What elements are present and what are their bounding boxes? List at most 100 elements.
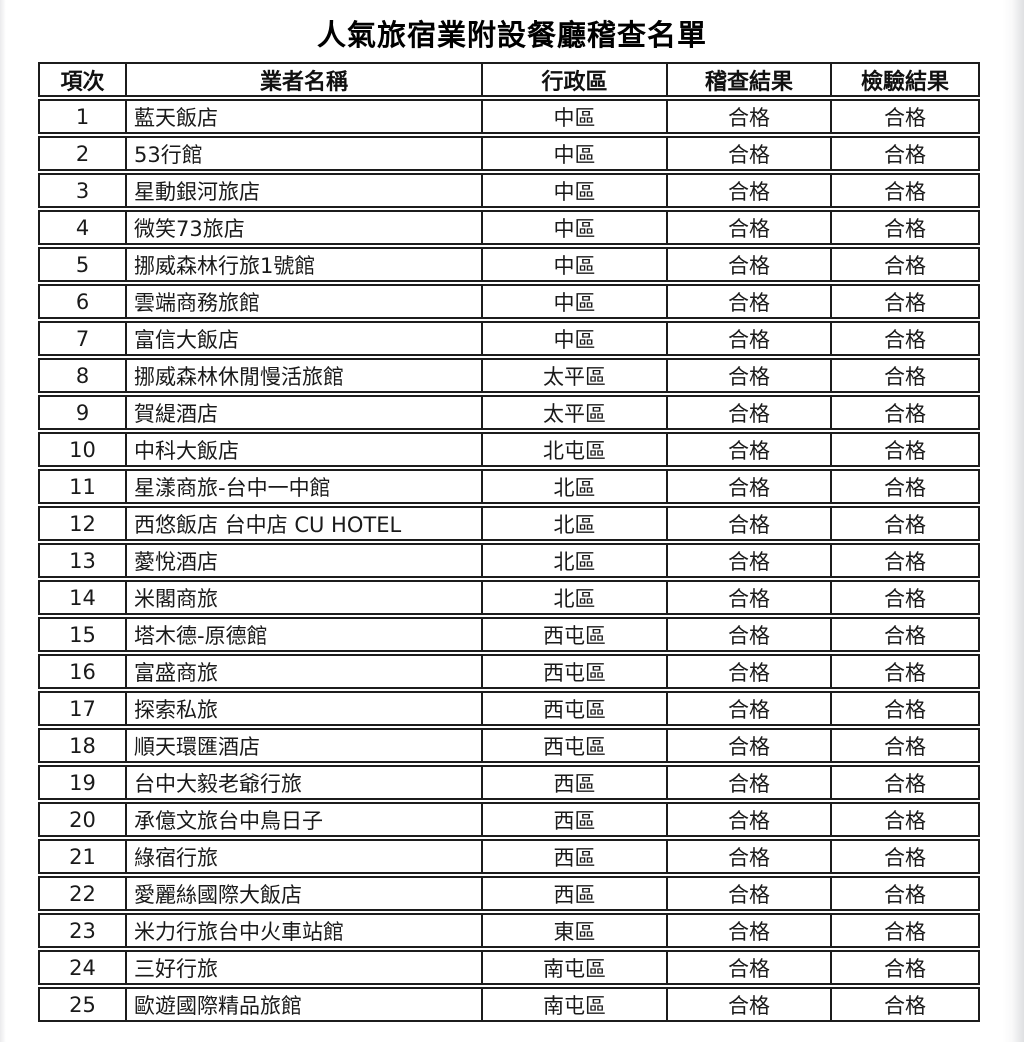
table-row: 2 53行館 中區 合格 合格 xyxy=(38,136,980,171)
cell-inspection-result: 合格 xyxy=(666,175,830,206)
cell-district: 中區 xyxy=(481,101,666,132)
table-row: 10 中科大飯店 北屯區 合格 合格 xyxy=(38,432,980,467)
header-business-name: 業者名稱 xyxy=(125,64,481,95)
cell-test-result: 合格 xyxy=(830,915,978,946)
cell-test-result: 合格 xyxy=(830,434,978,465)
table-row: 1 藍天飯店 中區 合格 合格 xyxy=(38,99,980,134)
cell-index: 1 xyxy=(75,104,90,129)
cell-test-result: 合格 xyxy=(830,360,978,391)
table-body: 1 藍天飯店 中區 合格 合格 2 53行館 中區 合格 合格 3 星動銀河旅店… xyxy=(38,99,980,1022)
cell-index: 15 xyxy=(69,622,96,647)
cell-inspection-result: 合格 xyxy=(666,656,830,687)
cell-district: 中區 xyxy=(481,323,666,354)
cell-index: 3 xyxy=(75,178,90,203)
cell-index: 12 xyxy=(69,511,96,536)
cell-inspection-result: 合格 xyxy=(666,878,830,909)
cell-test-result: 合格 xyxy=(830,841,978,872)
cell-district: 中區 xyxy=(481,286,666,317)
cell-business-name: 微笑73旅店 xyxy=(125,212,481,243)
header-test-result: 檢驗結果 xyxy=(830,64,978,95)
table-row: 16 富盛商旅 西屯區 合格 合格 xyxy=(38,654,980,689)
cell-index: 9 xyxy=(75,400,90,425)
cell-district: 東區 xyxy=(481,915,666,946)
table-row: 25 歐遊國際精品旅館 南屯區 合格 合格 xyxy=(38,987,980,1022)
cell-business-name: 薆悅酒店 xyxy=(125,545,481,576)
table-row: 21 綠宿行旅 西區 合格 合格 xyxy=(38,839,980,874)
table-row: 15 塔木德-原德館 西屯區 合格 合格 xyxy=(38,617,980,652)
cell-inspection-result: 合格 xyxy=(666,471,830,502)
cell-test-result: 合格 xyxy=(830,175,978,206)
table-row: 9 賀緹酒店 太平區 合格 合格 xyxy=(38,395,980,430)
cell-inspection-result: 合格 xyxy=(666,508,830,539)
cell-business-name: 米閣商旅 xyxy=(125,582,481,613)
table-row: 23 米力行旅台中火車站館 東區 合格 合格 xyxy=(38,913,980,948)
cell-index: 17 xyxy=(69,696,96,721)
cell-business-name: 台中大毅老爺行旅 xyxy=(125,767,481,798)
cell-index: 19 xyxy=(69,770,96,795)
cell-inspection-result: 合格 xyxy=(666,138,830,169)
table-row: 19 台中大毅老爺行旅 西區 合格 合格 xyxy=(38,765,980,800)
cell-index: 20 xyxy=(69,807,96,832)
cell-index: 21 xyxy=(69,844,96,869)
cell-business-name: 西悠飯店 台中店 CU HOTEL xyxy=(125,508,481,539)
table-row: 20 承億文旅台中鳥日子 西區 合格 合格 xyxy=(38,802,980,837)
page-title: 人氣旅宿業附設餐廳稽查名單 xyxy=(316,18,707,52)
cell-inspection-result: 合格 xyxy=(666,693,830,724)
cell-business-name: 富盛商旅 xyxy=(125,656,481,687)
cell-test-result: 合格 xyxy=(830,656,978,687)
cell-business-name: 雲端商務旅館 xyxy=(125,286,481,317)
cell-district: 太平區 xyxy=(481,360,666,391)
table-row: 12 西悠飯店 台中店 CU HOTEL 北區 合格 合格 xyxy=(38,506,980,541)
table-row: 18 順天環匯酒店 西屯區 合格 合格 xyxy=(38,728,980,763)
cell-business-name: 歐遊國際精品旅館 xyxy=(125,989,481,1020)
cell-business-name: 順天環匯酒店 xyxy=(125,730,481,761)
table-header-row: 項次 業者名稱 行政區 稽查結果 檢驗結果 xyxy=(38,62,980,97)
cell-business-name: 藍天飯店 xyxy=(125,101,481,132)
cell-inspection-result: 合格 xyxy=(666,323,830,354)
table-row: 24 三好行旅 南屯區 合格 合格 xyxy=(38,950,980,985)
cell-test-result: 合格 xyxy=(830,619,978,650)
cell-test-result: 合格 xyxy=(830,767,978,798)
cell-business-name: 53行館 xyxy=(125,138,481,169)
cell-district: 北區 xyxy=(481,582,666,613)
cell-district: 西區 xyxy=(481,767,666,798)
cell-test-result: 合格 xyxy=(830,693,978,724)
cell-district: 中區 xyxy=(481,138,666,169)
cell-inspection-result: 合格 xyxy=(666,360,830,391)
table-row: 13 薆悅酒店 北區 合格 合格 xyxy=(38,543,980,578)
cell-index: 11 xyxy=(69,474,96,499)
cell-district: 中區 xyxy=(481,212,666,243)
cell-district: 西屯區 xyxy=(481,693,666,724)
cell-business-name: 探索私旅 xyxy=(125,693,481,724)
cell-business-name: 賀緹酒店 xyxy=(125,397,481,428)
cell-index: 16 xyxy=(69,659,96,684)
cell-district: 西屯區 xyxy=(481,656,666,687)
cell-inspection-result: 合格 xyxy=(666,804,830,835)
cell-index: 10 xyxy=(69,437,96,462)
cell-test-result: 合格 xyxy=(830,952,978,983)
header-district: 行政區 xyxy=(481,64,666,95)
cell-business-name: 星動銀河旅店 xyxy=(125,175,481,206)
cell-business-name: 承億文旅台中鳥日子 xyxy=(125,804,481,835)
cell-district: 中區 xyxy=(481,175,666,206)
cell-inspection-result: 合格 xyxy=(666,582,830,613)
cell-inspection-result: 合格 xyxy=(666,619,830,650)
cell-test-result: 合格 xyxy=(830,397,978,428)
cell-business-name: 挪威森林休閒慢活旅館 xyxy=(125,360,481,391)
cell-test-result: 合格 xyxy=(830,878,978,909)
cell-test-result: 合格 xyxy=(830,582,978,613)
cell-index: 6 xyxy=(75,289,90,314)
cell-test-result: 合格 xyxy=(830,286,978,317)
cell-inspection-result: 合格 xyxy=(666,841,830,872)
cell-business-name: 米力行旅台中火車站館 xyxy=(125,915,481,946)
table-row: 3 星動銀河旅店 中區 合格 合格 xyxy=(38,173,980,208)
cell-index: 23 xyxy=(69,918,96,943)
cell-inspection-result: 合格 xyxy=(666,989,830,1020)
table-row: 5 挪威森林行旅1號館 中區 合格 合格 xyxy=(38,247,980,282)
cell-inspection-result: 合格 xyxy=(666,212,830,243)
cell-test-result: 合格 xyxy=(830,249,978,280)
cell-business-name: 星漾商旅-台中一中館 xyxy=(125,471,481,502)
cell-index: 22 xyxy=(69,881,96,906)
cell-test-result: 合格 xyxy=(830,730,978,761)
cell-inspection-result: 合格 xyxy=(666,545,830,576)
